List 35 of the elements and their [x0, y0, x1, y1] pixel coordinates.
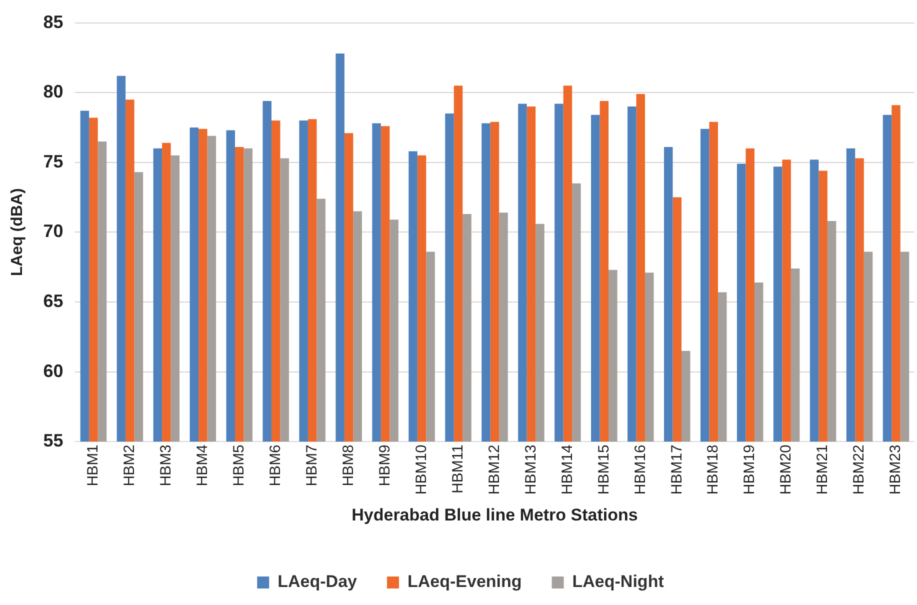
- x-tick-label: HBM12: [486, 444, 503, 495]
- x-tick-label: HBM4: [194, 444, 212, 486]
- y-tick-label: 55: [43, 430, 64, 451]
- x-tick-label: HBM21: [814, 444, 832, 495]
- x-tick-label: HBM19: [741, 444, 758, 495]
- x-axis-title: Hyderabad Blue line Metro Stations: [352, 505, 638, 524]
- x-tick-label: HBM23: [887, 444, 904, 495]
- y-axis-title: LAeq (dBA): [9, 188, 26, 276]
- x-tick-label: HBM7: [303, 444, 320, 486]
- x-tick-label: HBM6: [266, 444, 284, 486]
- x-tick-label: HBM8: [340, 444, 357, 486]
- x-tick-label: HBM15: [595, 444, 612, 495]
- y-tick-label: 85: [43, 12, 64, 32]
- x-tick-label: HBM1: [84, 444, 102, 486]
- x-tick-label: HBM13: [522, 444, 540, 495]
- y-tick-label: 60: [43, 360, 64, 381]
- x-tick-label: HBM5: [230, 444, 248, 486]
- y-tick-label: 75: [43, 151, 64, 172]
- x-tick-label: HBM20: [778, 444, 795, 495]
- x-tick-label: HBM14: [558, 444, 576, 495]
- y-tick-label: 65: [43, 290, 64, 311]
- y-tick-label: 70: [43, 221, 64, 242]
- x-tick-label: HBM3: [158, 444, 175, 486]
- x-tick-label: HBM16: [632, 444, 649, 495]
- x-tick-label: HBM17: [668, 444, 686, 495]
- y-tick-label: 80: [43, 82, 64, 102]
- x-tick-label: HBM11: [449, 444, 466, 494]
- x-tick-label: HBM18: [704, 444, 722, 495]
- x-tick-label: HBM9: [376, 444, 394, 486]
- legend-label: LAeq-Evening: [407, 572, 522, 592]
- x-tick-label: HBM2: [121, 444, 138, 486]
- x-tick-label: HBM22: [850, 444, 868, 495]
- legend-label: LAeq-Day: [278, 572, 358, 592]
- legend-label: LAeq-Night: [572, 572, 664, 592]
- x-tick-label: HBM10: [412, 444, 430, 495]
